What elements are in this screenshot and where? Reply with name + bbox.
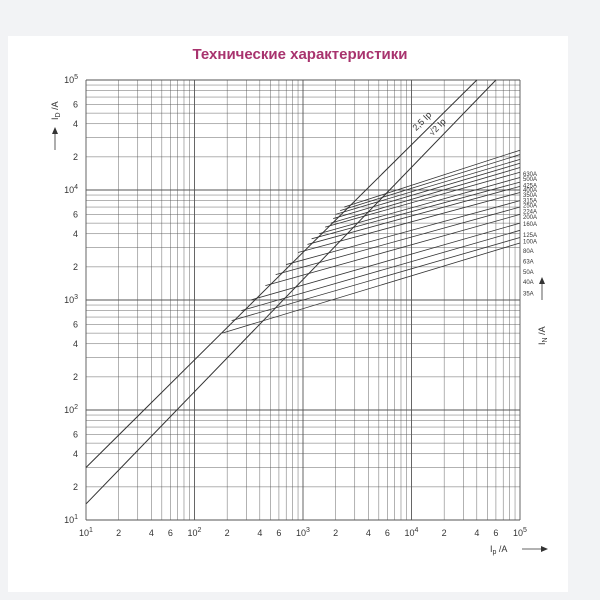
x-tick-label: 2 <box>333 528 338 538</box>
x-tick-labels: 101 2 4 6 102 2 4 6 103 2 4 6 104 2 4 6 105 <box>79 527 527 538</box>
x-tick-label: 4 <box>149 528 154 538</box>
series-line <box>286 200 521 265</box>
x-axis-label: Ip /A <box>490 544 507 556</box>
y-tick-label: 105 <box>64 74 78 85</box>
series-line <box>275 206 521 276</box>
right-axis-arrowhead <box>539 277 545 284</box>
series-line <box>335 158 521 215</box>
x-tick-label: 102 <box>188 527 202 538</box>
series-label: 160A <box>523 222 537 228</box>
series-label: 63A <box>523 259 534 265</box>
series-line <box>250 222 521 301</box>
series-line <box>241 229 521 312</box>
series-line <box>318 177 521 235</box>
series-label: 35A <box>523 291 534 297</box>
series-line <box>344 149 521 208</box>
x-tick-label: 6 <box>493 528 498 538</box>
y-tick-label: 4 <box>73 449 78 459</box>
y-tick-label: 4 <box>73 119 78 129</box>
series-label: 400A <box>523 188 537 194</box>
y-tick-labels: 101 2 4 6 102 2 4 6 103 2 4 6 104 2 4 6 105 <box>64 74 78 525</box>
y-tick-label: 2 <box>73 152 78 162</box>
y-axis-label: ID /A <box>50 101 62 120</box>
series-label: 500A <box>523 177 537 183</box>
series-line <box>340 154 521 211</box>
y-tick-label: 4 <box>73 229 78 239</box>
x-tick-label: 6 <box>385 528 390 538</box>
series-label: 125A <box>523 233 537 239</box>
series-line <box>307 185 521 245</box>
x-tick-label: 104 <box>405 527 419 538</box>
y-tick-label: 102 <box>64 404 78 415</box>
x-tick-label: 6 <box>276 528 281 538</box>
limit-line <box>85 79 478 468</box>
x-tick-label: 4 <box>257 528 262 538</box>
series-label: 630A <box>523 172 537 178</box>
x-tick-label: 103 <box>296 527 310 538</box>
series-label: 40A <box>523 280 534 286</box>
x-tick-label: 105 <box>513 527 527 538</box>
series-line <box>330 167 521 224</box>
y-tick-label: 101 <box>64 514 78 525</box>
series-line <box>231 237 521 321</box>
y-tick-label: 6 <box>73 209 78 219</box>
x-tick-label: 2 <box>442 528 447 538</box>
series-line <box>222 242 521 334</box>
x-tick-label: 2 <box>116 528 121 538</box>
y-tick-label: 6 <box>73 99 78 109</box>
paper-sheet <box>8 36 568 592</box>
series-line <box>265 214 521 287</box>
y-tick-label: 103 <box>64 294 78 305</box>
series-label: 350A <box>523 193 537 199</box>
y-tick-label: 6 <box>73 319 78 329</box>
x-tick-label: 6 <box>168 528 173 538</box>
series-label: 224A <box>523 209 537 215</box>
series-line <box>311 181 521 240</box>
axis-labels: ID /A Ip /A IN /A <box>50 101 549 556</box>
y-tick-label: 6 <box>73 429 78 439</box>
series-label: 200A <box>523 215 537 221</box>
y-axis-arrowhead <box>52 127 58 134</box>
y-tick-label: 4 <box>73 339 78 349</box>
series-label: 50A <box>523 270 534 276</box>
x-axis-arrowhead <box>541 546 548 552</box>
y-tick-label: 2 <box>73 262 78 272</box>
series-line <box>325 171 521 228</box>
y-tick-label: 2 <box>73 482 78 492</box>
page-title: Технические характеристики <box>192 46 408 63</box>
series-label: 315A <box>523 199 537 205</box>
series-label: 100A <box>523 240 537 246</box>
y-tick-label: 104 <box>64 184 78 195</box>
x-tick-label: 4 <box>366 528 371 538</box>
series-label: 250A <box>523 204 537 210</box>
right-axis-label: IN /A <box>537 326 549 345</box>
x-tick-label: 4 <box>474 528 479 538</box>
series-label: 425A <box>523 183 537 189</box>
x-tick-label: 101 <box>79 527 93 538</box>
curves: 2,5 Ip√2 Ip630A500A425A400A350A315A250A2… <box>85 79 537 505</box>
series-label: 80A <box>523 249 534 255</box>
series-line <box>297 192 521 253</box>
limit-line <box>85 79 497 505</box>
x-tick-label: 2 <box>225 528 230 538</box>
y-tick-label: 2 <box>73 372 78 382</box>
series-line <box>333 162 521 219</box>
